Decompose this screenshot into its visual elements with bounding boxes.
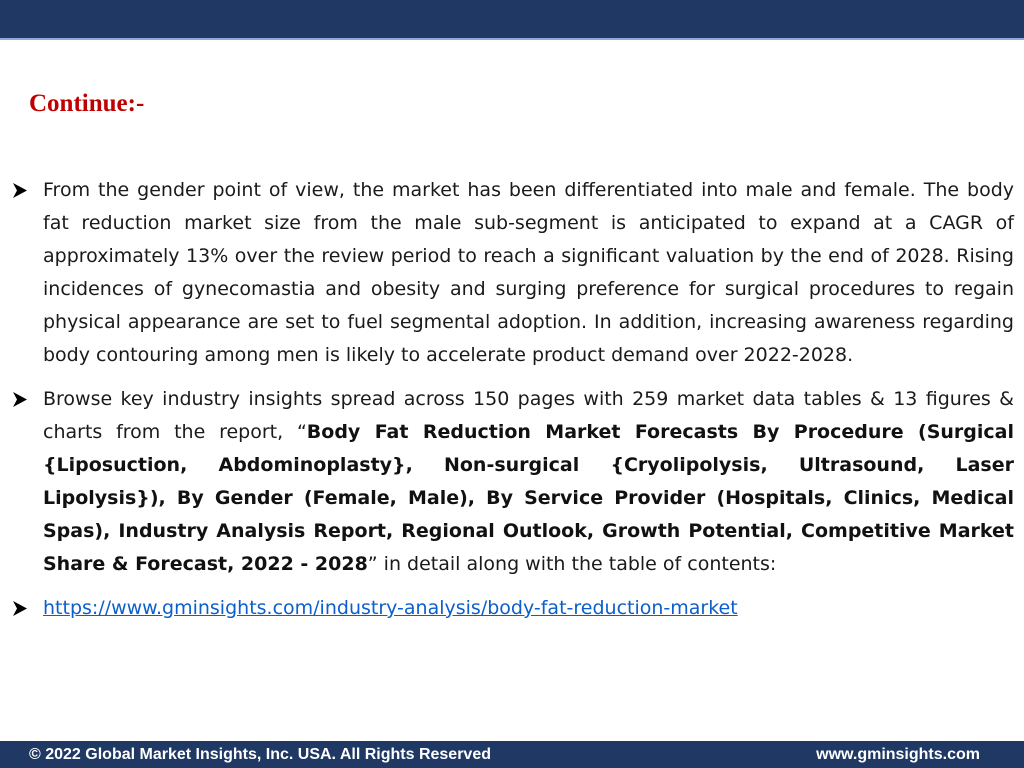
arrowhead-bullet-icon [12, 383, 30, 416]
arrowhead-bullet-icon [12, 174, 30, 207]
footer-website: www.gminsights.com [816, 746, 980, 763]
content-body: From the gender point of view, the marke… [12, 174, 1014, 636]
bullet-text-prefix: Browse key industry insights spread acro… [43, 388, 1014, 443]
bullet-text-suffix: ” in detail along with the table of cont… [367, 553, 777, 575]
bullet-report-link: https://www.gminsights.com/industry-anal… [12, 592, 1014, 625]
footer-bar: © 2022 Global Market Insights, Inc. USA.… [0, 741, 1024, 768]
report-title: Body Fat Reduction Market Forecasts By P… [43, 421, 1014, 575]
bullet-text: From the gender point of view, the marke… [43, 179, 1014, 366]
report-url-link[interactable]: https://www.gminsights.com/industry-anal… [43, 597, 738, 619]
section-title: Continue:- [29, 90, 145, 117]
header-bar [0, 0, 1024, 40]
bullet-report-browse: Browse key industry insights spread acro… [12, 383, 1014, 581]
footer-copyright: © 2022 Global Market Insights, Inc. USA.… [29, 746, 491, 763]
arrowhead-bullet-icon [12, 592, 30, 625]
bullet-gender-segment: From the gender point of view, the marke… [12, 174, 1014, 372]
